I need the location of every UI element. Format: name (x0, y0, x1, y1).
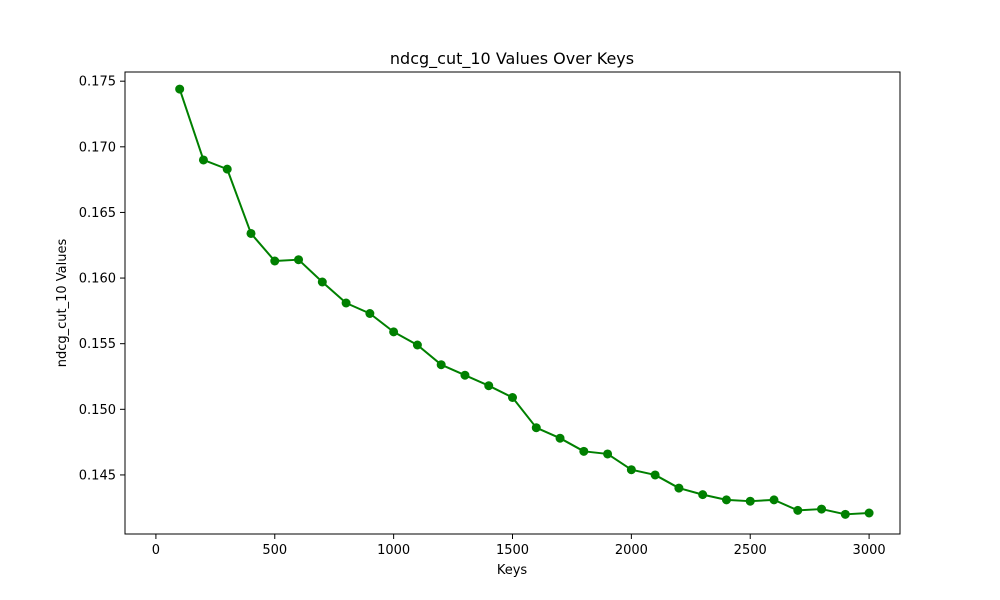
data-point (865, 509, 874, 518)
data-point (270, 257, 279, 266)
x-tick-label: 2000 (615, 543, 648, 558)
x-tick-label: 1000 (377, 543, 410, 558)
data-point (460, 371, 469, 380)
y-tick-label: 0.155 (79, 337, 116, 352)
data-point (223, 165, 232, 174)
data-point (532, 423, 541, 432)
x-tick-label: 2500 (734, 543, 767, 558)
data-point (698, 490, 707, 499)
x-axis-label: Keys (497, 563, 528, 578)
chart-title: ndcg_cut_10 Values Over Keys (390, 49, 634, 69)
data-point (674, 484, 683, 493)
y-axis-label: ndcg_cut_10 Values (55, 239, 70, 368)
data-point (579, 447, 588, 456)
y-tick-label: 0.150 (79, 403, 116, 418)
data-point (342, 299, 351, 308)
y-tick-label: 0.145 (79, 468, 116, 483)
data-point (365, 309, 374, 318)
data-point (556, 434, 565, 443)
data-point (484, 381, 493, 390)
data-point (413, 341, 422, 350)
data-point (651, 470, 660, 479)
y-tick-label: 0.170 (79, 140, 116, 155)
data-point (841, 510, 850, 519)
y-tick-label: 0.160 (79, 272, 116, 287)
data-point (389, 327, 398, 336)
data-point (294, 255, 303, 264)
data-point (246, 229, 255, 238)
data-point (722, 495, 731, 504)
data-point (627, 465, 636, 474)
data-point (770, 495, 779, 504)
data-point (199, 155, 208, 164)
data-point (175, 85, 184, 94)
y-tick-label: 0.165 (79, 206, 116, 221)
data-point (746, 497, 755, 506)
data-point (603, 449, 612, 458)
data-point (817, 505, 826, 514)
x-tick-label: 500 (262, 543, 287, 558)
data-point (318, 278, 327, 287)
data-point (437, 360, 446, 369)
data-point (508, 393, 517, 402)
x-tick-label: 3000 (853, 543, 886, 558)
x-tick-label: 1500 (496, 543, 529, 558)
y-tick-label: 0.175 (79, 75, 116, 90)
x-tick-label: 0 (152, 543, 160, 558)
data-point (793, 506, 802, 515)
